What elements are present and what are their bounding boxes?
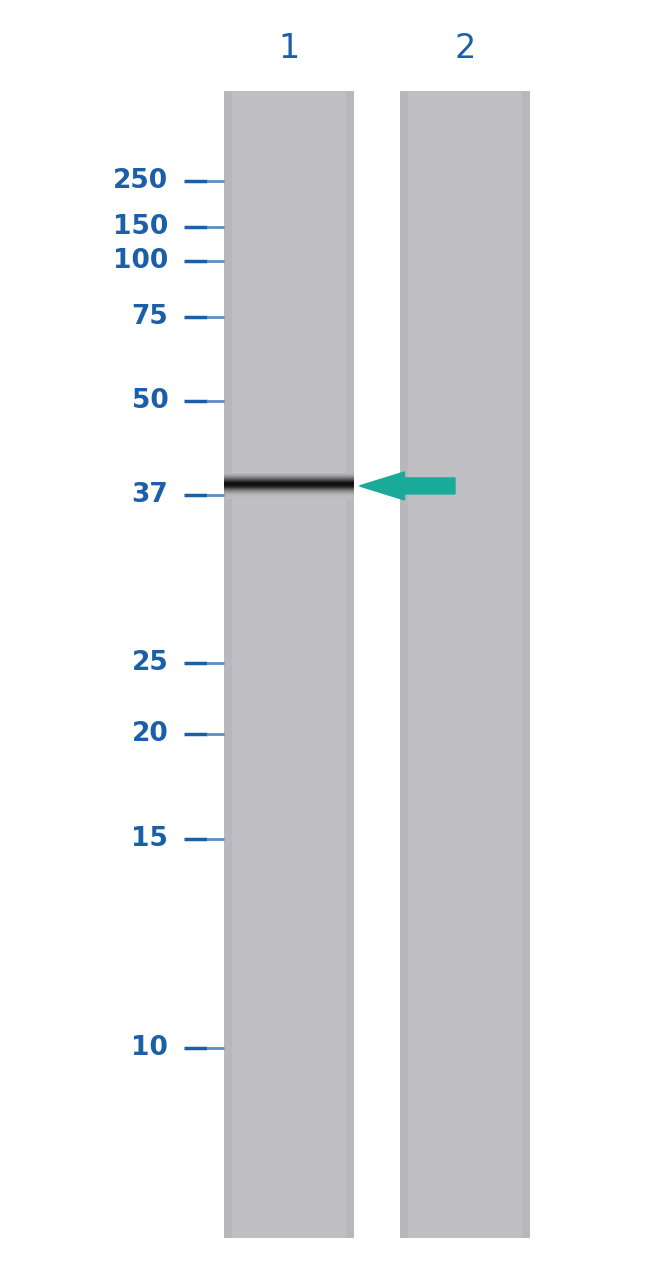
FancyArrow shape <box>359 472 455 500</box>
Bar <box>224 91 232 1238</box>
Text: 37: 37 <box>131 483 168 508</box>
Text: 2: 2 <box>454 32 475 65</box>
Bar <box>522 91 530 1238</box>
Bar <box>400 91 530 1238</box>
Text: 25: 25 <box>131 649 168 676</box>
Text: 100: 100 <box>113 248 168 274</box>
Bar <box>346 91 354 1238</box>
Text: 20: 20 <box>131 720 168 747</box>
Text: 50: 50 <box>131 389 168 414</box>
Text: 10: 10 <box>131 1035 168 1060</box>
Bar <box>400 91 408 1238</box>
Bar <box>224 91 354 1238</box>
Text: 1: 1 <box>279 32 300 65</box>
Text: 250: 250 <box>113 168 168 194</box>
Text: 75: 75 <box>131 305 168 330</box>
Text: 150: 150 <box>113 213 168 240</box>
Text: 15: 15 <box>131 827 168 852</box>
